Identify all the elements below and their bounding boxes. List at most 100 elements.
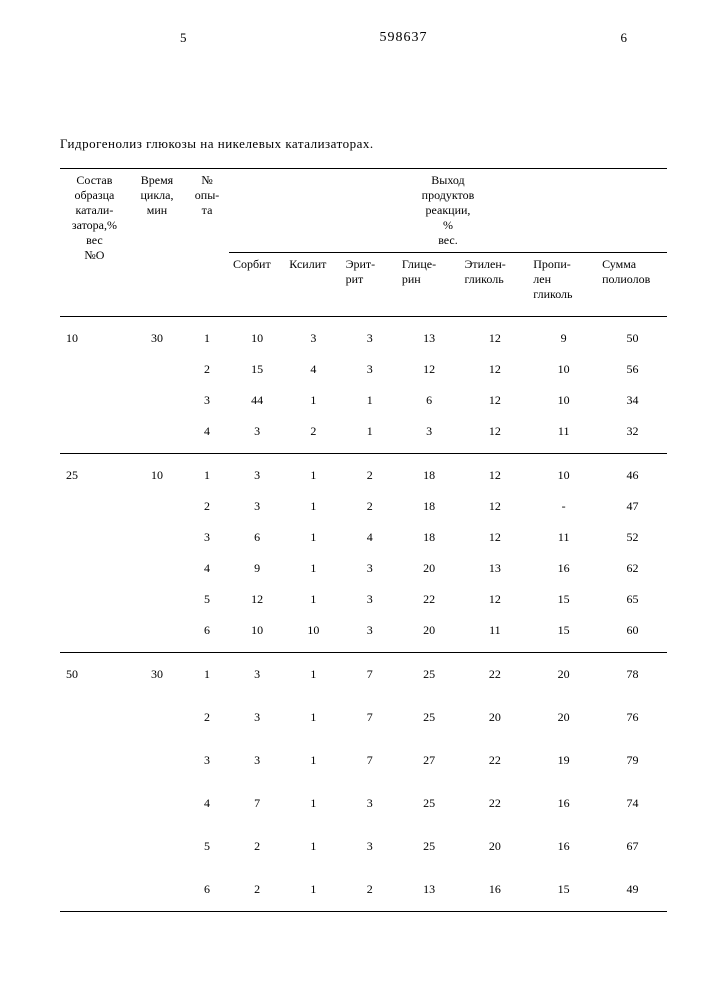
cell: 20 — [460, 825, 529, 868]
cell: 25 — [398, 782, 461, 825]
cell: 34 — [598, 385, 667, 416]
cell: 11 — [460, 615, 529, 653]
cell: 16 — [529, 825, 598, 868]
cell: 3 — [185, 522, 229, 553]
cell: 10 — [529, 454, 598, 492]
cell: 1 — [185, 454, 229, 492]
cell: 1 — [285, 553, 341, 584]
cell: 11 — [529, 416, 598, 454]
cell: 6 — [185, 868, 229, 912]
cell: 2 — [185, 696, 229, 739]
col-header-super: Выходпродуктовреакции,%вес. — [229, 169, 667, 253]
cell: 3 — [229, 739, 285, 782]
cell: 13 — [460, 553, 529, 584]
cell — [129, 416, 185, 454]
cell: 20 — [398, 553, 461, 584]
page-header-numbers: 5 598637 6 — [180, 30, 627, 46]
cell: 25 — [398, 825, 461, 868]
cell: 49 — [598, 868, 667, 912]
cell: 3 — [398, 416, 461, 454]
table-row: 23121812-47 — [60, 491, 667, 522]
cell — [60, 696, 129, 739]
cell: 2 — [229, 868, 285, 912]
cell: 12 — [460, 317, 529, 355]
cell — [129, 615, 185, 653]
cell: 22 — [398, 584, 461, 615]
cell — [129, 782, 185, 825]
cell: 3 — [342, 317, 398, 355]
cell: 79 — [598, 739, 667, 782]
cell: 4 — [285, 354, 341, 385]
cell: 1 — [185, 653, 229, 697]
cell: 32 — [598, 416, 667, 454]
cell: 10 — [229, 317, 285, 355]
cell — [129, 584, 185, 615]
cell: 76 — [598, 696, 667, 739]
cell — [60, 782, 129, 825]
cell: 7 — [342, 739, 398, 782]
cell: 16 — [460, 868, 529, 912]
cell: 3 — [229, 491, 285, 522]
cell: 1 — [342, 416, 398, 454]
cell: 7 — [342, 696, 398, 739]
cell: 1 — [285, 491, 341, 522]
cell: 1 — [285, 584, 341, 615]
cell: 30 — [129, 653, 185, 697]
cell — [60, 522, 129, 553]
cell: 47 — [598, 491, 667, 522]
cell: 3 — [342, 354, 398, 385]
cell: 4 — [185, 782, 229, 825]
table-row: 491320131662 — [60, 553, 667, 584]
cell: 4 — [342, 522, 398, 553]
col-header-erythrit: Эрит-рит — [342, 253, 398, 317]
cell: 10 — [529, 354, 598, 385]
cell: 74 — [598, 782, 667, 825]
cell: 3 — [229, 454, 285, 492]
cell: 20 — [529, 653, 598, 697]
table-row: 471325221674 — [60, 782, 667, 825]
cell: 10 — [229, 615, 285, 653]
col-header-sorbit: Сорбит — [229, 253, 285, 317]
cell: 20 — [529, 696, 598, 739]
cell: 15 — [229, 354, 285, 385]
cell — [129, 354, 185, 385]
cell: 2 — [342, 454, 398, 492]
cell: 13 — [398, 868, 461, 912]
cell — [60, 385, 129, 416]
cell: 25 — [60, 454, 129, 492]
col-header-xylit: Ксилит — [285, 253, 341, 317]
cell: 78 — [598, 653, 667, 697]
cell: 2 — [342, 868, 398, 912]
cell: 2 — [185, 354, 229, 385]
cell — [129, 739, 185, 782]
cell: 20 — [460, 696, 529, 739]
cell: 4 — [185, 553, 229, 584]
cell: 1 — [285, 653, 341, 697]
cell: 3 — [342, 615, 398, 653]
cell: 3 — [229, 696, 285, 739]
cell: 65 — [598, 584, 667, 615]
cell: 46 — [598, 454, 667, 492]
cell: 27 — [398, 739, 461, 782]
cell: 25 — [398, 696, 461, 739]
cell: 13 — [398, 317, 461, 355]
cell: 67 — [598, 825, 667, 868]
cell: 16 — [529, 782, 598, 825]
cell: 25 — [398, 653, 461, 697]
cell: 9 — [529, 317, 598, 355]
cell: 4 — [185, 416, 229, 454]
cell: 50 — [60, 653, 129, 697]
cell: 12 — [460, 354, 529, 385]
cell: 1 — [185, 317, 229, 355]
cell: 3 — [342, 584, 398, 615]
cell: 10 — [529, 385, 598, 416]
cell: 15 — [529, 868, 598, 912]
cell: 22 — [460, 739, 529, 782]
cell: 19 — [529, 739, 598, 782]
cell: 60 — [598, 615, 667, 653]
cell — [60, 825, 129, 868]
cell: 1 — [285, 782, 341, 825]
cell: 1 — [285, 825, 341, 868]
cell: 3 — [229, 416, 285, 454]
col-header-composition: Составобразцакатали-затора,%вес№О — [60, 169, 129, 317]
